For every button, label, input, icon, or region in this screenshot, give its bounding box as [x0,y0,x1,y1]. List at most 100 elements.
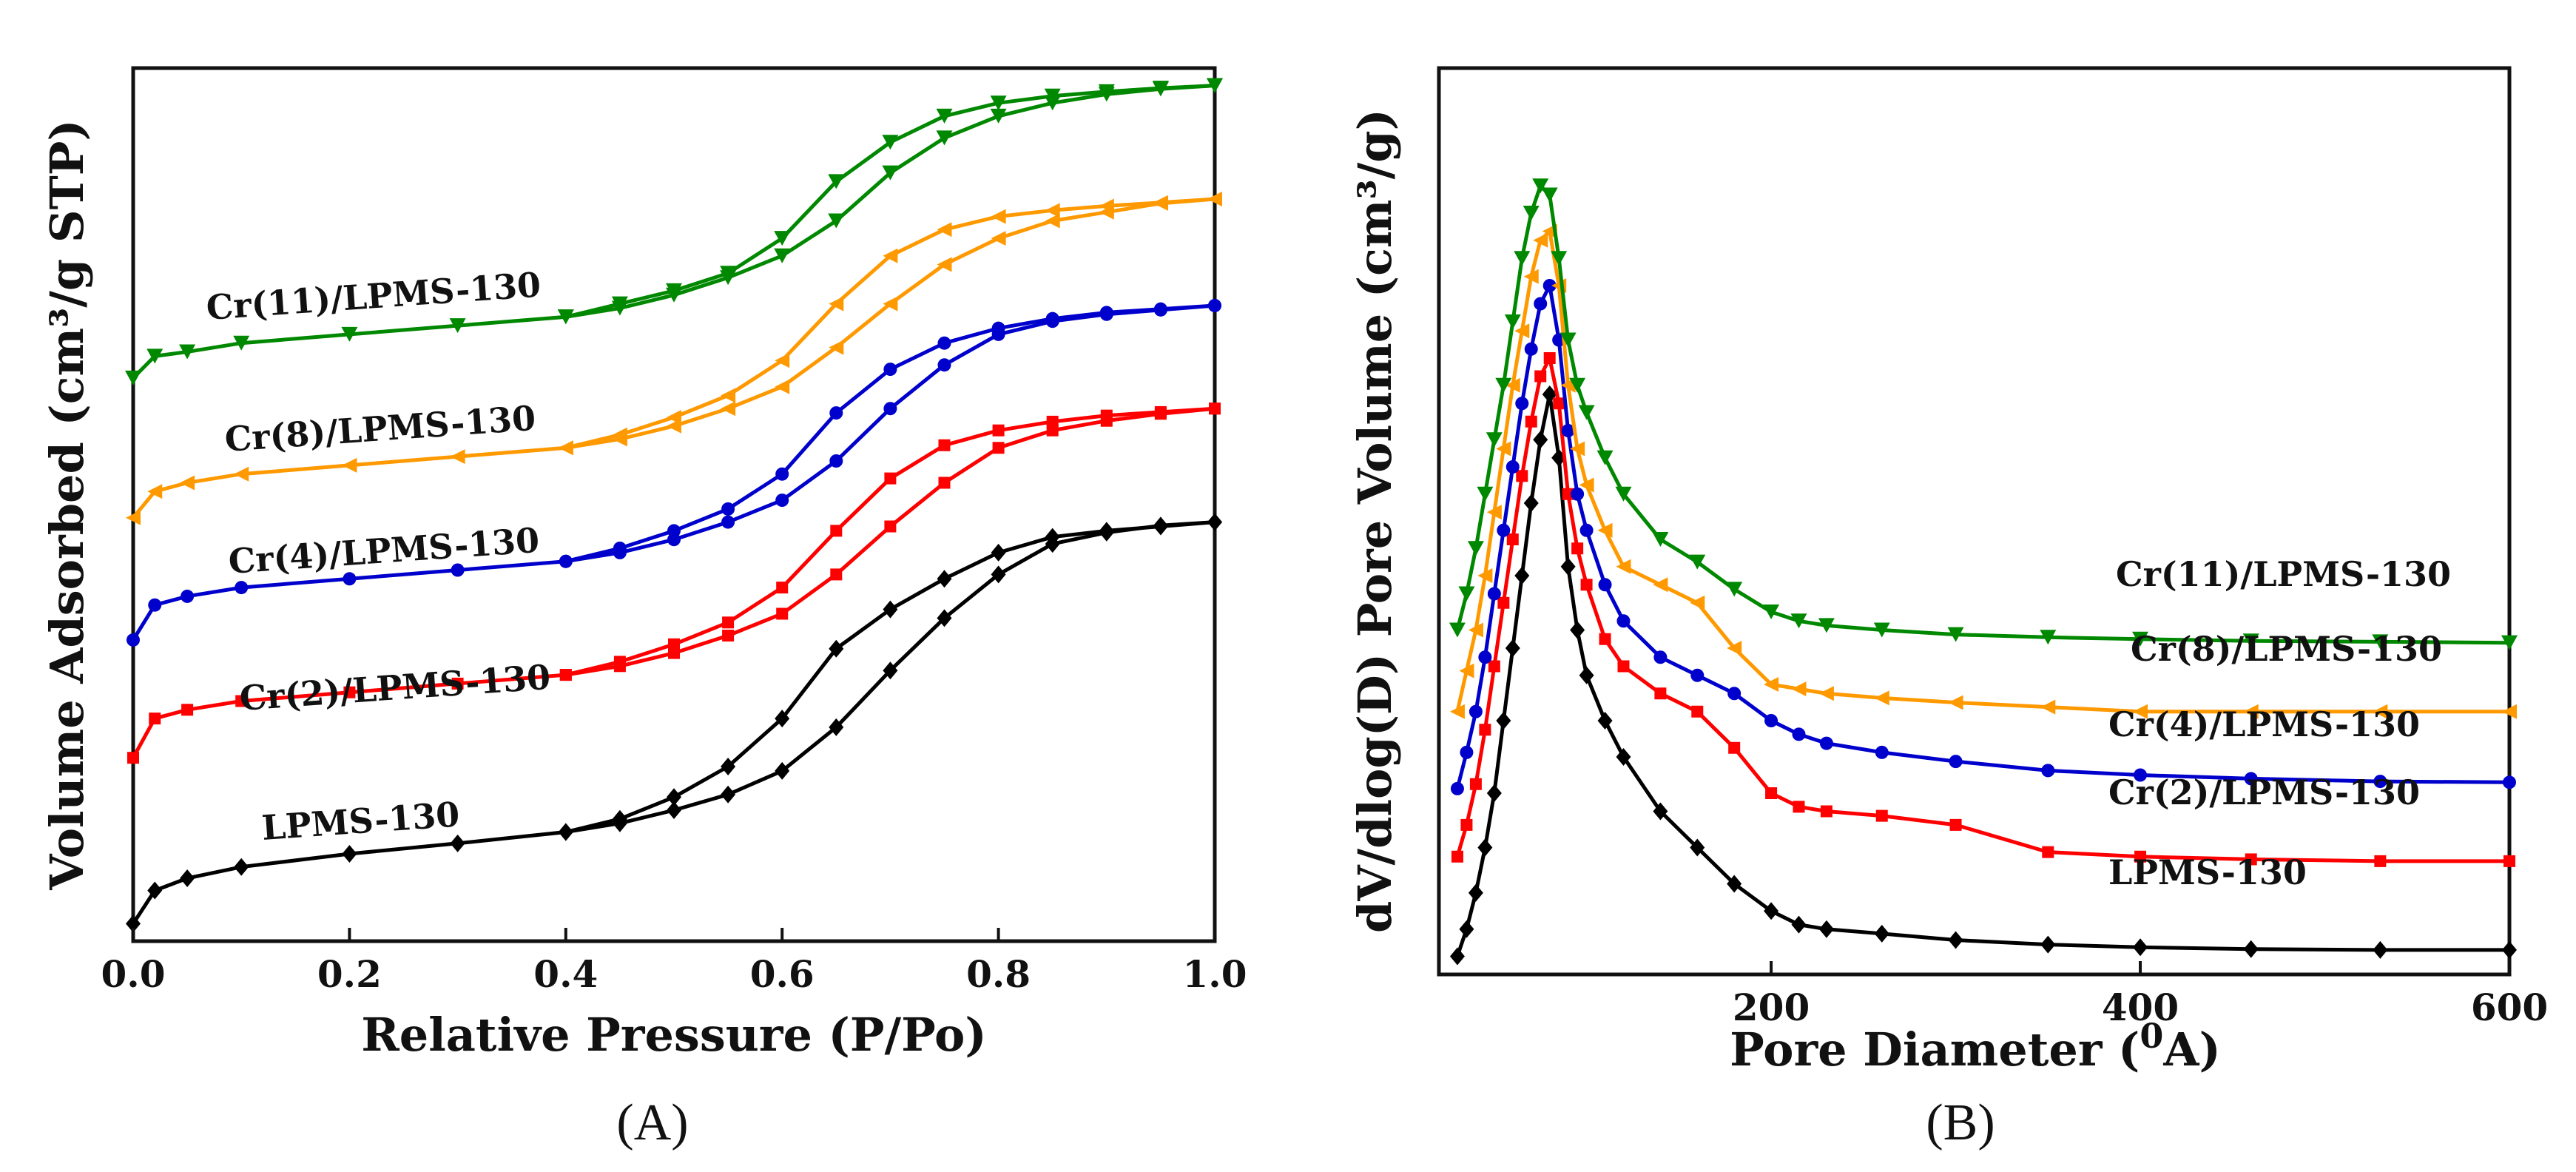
panel-b-cr-4-lpms-130-point [1524,342,1538,356]
panel-b-cr-2-lpms-130-point [1451,850,1463,863]
panel-a-cr-11-lpms-130-point [936,108,953,124]
panel-b-cr-2-lpms-130-point [1516,470,1528,482]
panel-a-cr-11-lpms-130-point [179,344,196,360]
panel-b-cr-4-lpms-130-point [1571,487,1585,501]
panel-a-cr-2-lpms-130-point [884,520,897,533]
panel-b-cr-11-lpms-130-point [1726,582,1743,597]
panel-a-lpms-130-point [1153,517,1168,536]
panel-b-cr-8-lpms-130-point [1468,622,1483,638]
panel-b-cr-11-lpms-130-point [1541,187,1558,203]
panel-a-cr-11-lpms-130-point [828,174,845,189]
panel-a-cr-4-lpms-130-point [1045,311,1059,326]
panel-b-cr-8-lpms-130-point [2502,704,2517,719]
panel-b-cr-8-lpms-130-point [1533,232,1548,248]
panel-a-cr-4-lpms-130-point [991,321,1005,335]
panel-a-cr-8-lpms-130-point [883,248,898,263]
panel-a-cr-2-lpms-130-point [992,424,1005,437]
panel-a-cr-8-lpms-130-point [450,449,465,465]
panel-b-lpms-130-point [1523,494,1539,512]
panel-b-cr-2-lpms-130-point [2374,855,2387,867]
panel-a-label-cr8: Cr(8)/LPMS-130 [223,398,537,459]
panel-b-lpms-130-point [2502,940,2517,959]
panel-b-cr-8-lpms-130-point [1449,704,1465,719]
panel-a-lpms-130-point [612,809,627,828]
panel-a-cr-8-lpms-130-point [829,296,844,311]
panel-b-cr-8-lpms-130-point [2133,704,2148,719]
panel-a-cr-4-lpms-130-point [883,363,897,377]
panel-b-x-ticks: 200 400 600 [1733,961,2548,1029]
panel-b-cr-2-lpms-130-point [1479,724,1491,736]
panel-b-cr-2-lpms-130-point [1506,533,1519,545]
panel-a-cr-2-lpms-130-point [613,656,626,668]
panel-b-cr-8-lpms-130-point [1496,441,1511,457]
panel-b-cr-2-lpms-130-point [2042,846,2054,858]
panel-b-cr-4-lpms-130-point [1487,587,1501,601]
panel-a-cr-11-lpms-130-point [1098,84,1115,99]
panel-a-cr-4-lpms-130-point [775,467,789,481]
panel-a-cr-11-lpms-130-point [557,309,574,325]
panel-b-cr-2-lpms-130-point [1543,352,1556,364]
panel-b-cr-11-lpms-130-point [2242,633,2259,649]
panel-a-cr-4-lpms-130-point [721,515,735,529]
panel-a-lpms-130-point [342,845,357,863]
panel-a-cr-2-lpms-130-point [451,677,464,690]
panel-b-cr-2-lpms-130-point [2503,855,2515,867]
panel-b-cr-4-lpms-130-point [1598,578,1612,592]
panel-a-lpms-130-point [450,834,465,852]
panel-b-cr-8-lpms-130-point [1616,559,1631,574]
panel-b-cr-4-lpms-130-line [1455,283,2510,789]
panel-b-cr-2-lpms-130-point [1534,370,1547,383]
panel-b-lpms-130-point [1514,567,1530,585]
panel-b-cr-8-lpms-130-point [2373,704,2388,719]
panel-a-cr-4-lpms-130-point [883,402,897,416]
panel-a-lpms-130-point [558,823,573,841]
panel-b-cr-2-lpms-130-point [1654,687,1667,700]
panel-b-lpms-130-point [1653,802,1668,821]
panel-a-cr-11-lpms-130-adsorption-line [132,84,1215,380]
panel-a-cr-8-lpms-130-point [1099,198,1114,214]
panel-a-cr-2-lpms-130-point [559,669,572,681]
panel-b-lpms-130-point [1579,666,1594,684]
panel-a-x-tick-label: 0.6 [750,952,815,996]
panel-b-cr-11-lpms-130-point [1560,332,1577,348]
panel-b: 200 400 600 Cr(11)/LPMS-130 Cr(8)/LPMS-130… [1348,66,2548,1151]
panel-a-cr-2-lpms-130-point [127,752,139,764]
panel-b-lpms-130-point [1468,883,1483,902]
panel-b-cr-8-lpms-130-point [1727,641,1742,656]
panel-b-lpms-130-point [1459,920,1474,938]
panel-b-cr-11-lpms-130-point [1514,251,1531,266]
panel-a-x-tick-label: 0.8 [966,952,1031,996]
panel-b-cr-11-lpms-130-point [1504,314,1521,329]
panel-a-cr-4-lpms-130-point [667,524,681,538]
panel-a-cr-4-lpms-130-point [937,336,951,350]
panel-b-cr-11-lpms-130-point [1532,178,1549,194]
panel-b-cr-2-lpms-130-point [1525,415,1537,428]
panel-b-cr-2-lpms-130-point [1765,787,1778,799]
panel-a-cr-11-lpms-130-desorption-line [565,84,1215,319]
panel-a-cr-4-lpms-130-point [127,633,140,647]
panel-a-cr-8-lpms-130-point [775,353,790,368]
panel-b-label-cr2: Cr(2)/LPMS-130 [2108,772,2420,812]
panel-a-lpms-130-point [1045,528,1060,546]
panel-b-series-group [1449,178,2518,966]
panel-a-cr-8-lpms-130-point [1045,213,1060,229]
panel-a-cr-11-lpms-130-point [774,248,791,263]
panel-a-cr-8-lpms-130-point [558,440,573,456]
panel-a: 0.0 0.2 0.4 0.6 0.8 1.0 Cr(11)/LPMS-130 Cr(8)… [40,66,1247,1151]
panel-b-label-cr11: Cr(11)/LPMS-130 [2116,554,2451,594]
panel-b-cr-8-lpms-130-point [1791,681,1807,697]
panel-b-cr-11-lpms-130-point [1652,532,1669,547]
panel-a-lpms-130-point [180,869,195,888]
panel-a-cr-11-lpms-130-point [341,326,358,342]
panel-b-cr-8-lpms-130-point [1523,269,1539,284]
panel-b-cr-11-lpms-130-point [1596,450,1614,465]
panel-a-cr-11-lpms-130-point [125,370,141,385]
panel-b-lpms-130-point [1874,924,1889,943]
panel-b-cr-4-lpms-130-point [1534,297,1548,311]
panel-b-cr-2-lpms-130-point [1875,809,1888,822]
panel-b-cr-2-lpms-130-point [1469,778,1482,790]
panel-b-cr-4-lpms-130-point [1506,460,1520,474]
panel-b-lpms-130-point [1727,875,1742,893]
panel-a-lpms-130-point [721,785,736,804]
panel-b-cr-8-lpms-130-point [1477,568,1493,583]
